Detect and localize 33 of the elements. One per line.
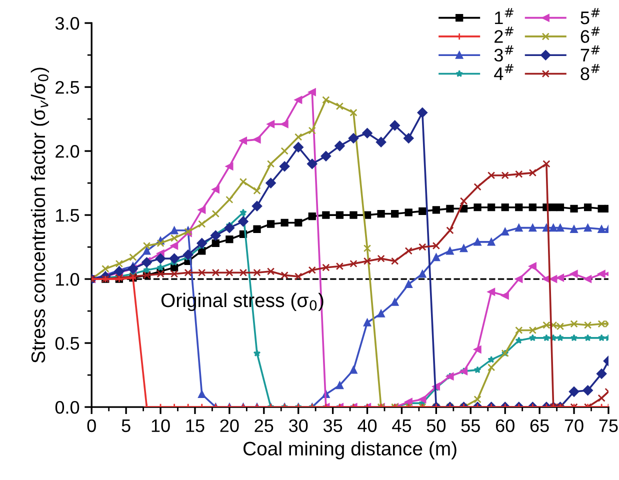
y-tick-label: 1.0 [56, 272, 80, 286]
legend-label: 7$^{#}$ [580, 45, 600, 62]
legend-label: 8$^{#}$ [580, 64, 600, 80]
x-tick-label: 50 [426, 419, 446, 432]
legend-label: 1$^{#}$ [495, 8, 514, 24]
x-tick-label: 55 [461, 420, 480, 432]
y-tick-label: 0.5 [55, 336, 80, 350]
x-tick-label: 5 [122, 420, 130, 432]
x-tick-label: 75 [599, 420, 618, 432]
x-tick-label: 70 [564, 419, 584, 432]
x-tick-label: 45 [392, 420, 412, 432]
x-tick-label: 20 [220, 419, 239, 432]
x-tick-label: 15 [186, 420, 204, 432]
legend-label: 5$^{#}$ [580, 8, 600, 24]
y-tick-label: 1.5 [56, 209, 80, 222]
y-tick-label: 2.0 [56, 144, 80, 158]
x-tick-label: 30 [289, 419, 308, 432]
x-tick-label: 40 [358, 419, 377, 432]
legend-label: 3$^{#}$ [494, 45, 514, 62]
x-tick-label: 0 [87, 419, 96, 432]
x-axis-title: Coal mining distance (m) [244, 441, 456, 460]
legend-label: 6$^{#}$ [580, 26, 600, 43]
x-tick-label: 60 [496, 419, 514, 432]
y-axis-title: Stress concentration factor (σ$_{v}$/σ$_{0}$) [30, 68, 49, 363]
x-tick-label: 25 [254, 419, 274, 432]
x-tick-label: 10 [152, 419, 170, 432]
y-tick-label: 3.0 [55, 16, 80, 30]
x-tick-label: 65 [530, 419, 549, 432]
x-tick-label: 35 [323, 419, 342, 432]
legend-label: 4$^{#}$ [494, 64, 514, 80]
y-tick-label: 0.0 [55, 400, 80, 414]
y-tick-label: 2.5 [56, 80, 80, 94]
legend-label: 2$^{#}$ [494, 26, 514, 43]
